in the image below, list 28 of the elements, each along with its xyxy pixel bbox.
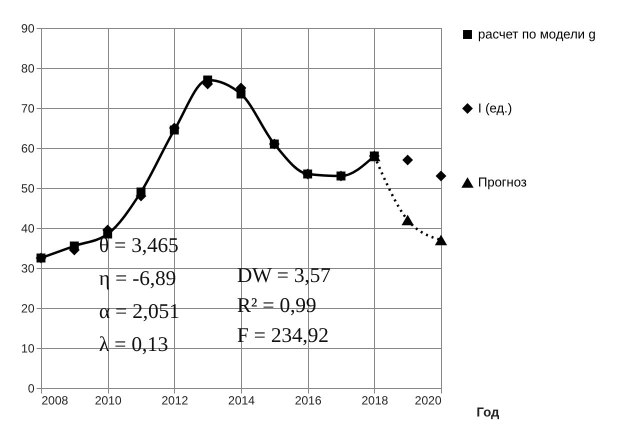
y-tick-label: 90 <box>21 22 35 36</box>
y-tick-label: 80 <box>21 62 35 76</box>
x-tick-label: 2018 <box>361 394 389 408</box>
x-tick-label: 2014 <box>228 394 256 408</box>
x-tick-label: 2012 <box>161 394 189 408</box>
y-tick-label: 10 <box>21 342 35 356</box>
x-tick-label: 2016 <box>294 394 322 408</box>
y-tick-label: 40 <box>21 222 35 236</box>
annotation: θ = 3,465 <box>99 233 179 257</box>
legend-label: расчет по модели g <box>478 26 596 42</box>
y-tick-label: 60 <box>21 142 35 156</box>
x-tick-label: 2010 <box>94 394 122 408</box>
y-tick-label: 30 <box>21 262 35 276</box>
annotation: DW = 3,57 <box>237 263 331 287</box>
annotation: R² = 0,99 <box>237 293 316 317</box>
legend-label: I (ед.) <box>478 100 512 116</box>
legend-label: Прогноз <box>478 174 527 190</box>
y-tick-label: 20 <box>21 302 35 316</box>
x-tick-label: 2008 <box>42 394 69 408</box>
y-tick-label: 0 <box>28 382 35 396</box>
x-axis-title: Год <box>476 404 500 420</box>
x-tick-label: 2020 <box>414 394 442 408</box>
annotation: α = 2,051 <box>99 299 180 323</box>
annotation: F = 234,92 <box>237 323 329 347</box>
annotation: λ = 0,13 <box>99 332 168 356</box>
annotation: η = -6,89 <box>99 266 176 290</box>
y-tick-label: 70 <box>21 102 35 116</box>
y-tick-label: 50 <box>21 182 35 196</box>
